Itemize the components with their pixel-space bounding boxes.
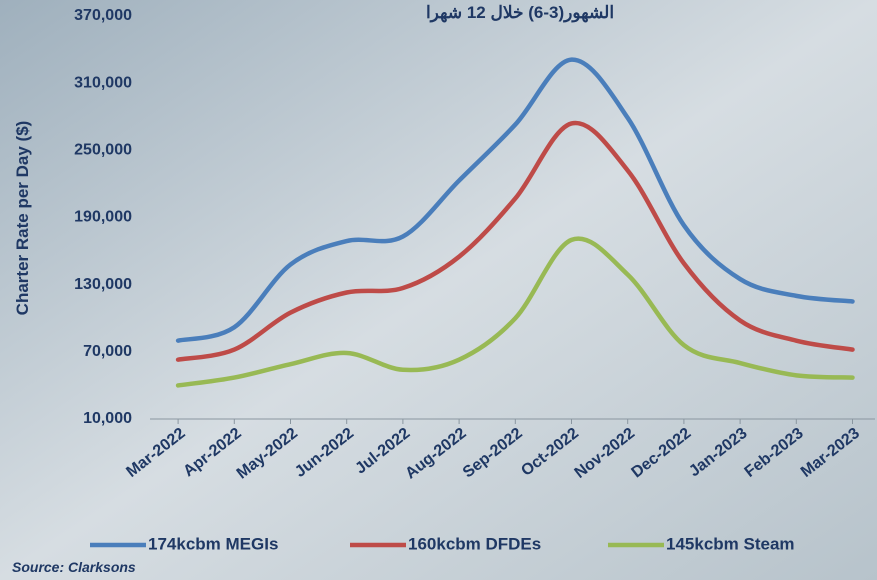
- y-tick-label: 70,000: [83, 343, 132, 360]
- legend-label: 160kcbm DFDEs: [408, 534, 541, 553]
- legend-label: 174kcbm MEGIs: [148, 534, 278, 553]
- series-line: [175, 236, 855, 388]
- y-tick-label: 310,000: [74, 74, 132, 91]
- y-tick-label: 10,000: [83, 410, 132, 427]
- y-tick-label: 190,000: [74, 209, 132, 226]
- chart-title: الشهور(3-6) خلال 12 شهرا: [426, 3, 614, 23]
- series-line: [175, 57, 855, 343]
- y-tick-label: 130,000: [74, 276, 132, 293]
- y-axis-title: Charter Rate per Day ($): [13, 121, 32, 316]
- y-tick-label: 250,000: [74, 142, 132, 159]
- series-line: [175, 120, 855, 362]
- legend-label: 145kcbm Steam: [666, 534, 795, 553]
- y-tick-label: 370,000: [74, 7, 132, 24]
- source-note: Source: Clarksons: [12, 559, 136, 575]
